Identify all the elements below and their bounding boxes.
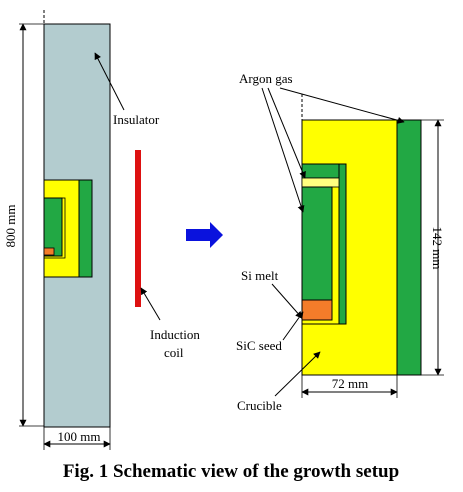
- argon-leader-2: [267, 87, 306, 179]
- insulator-leader: [94, 52, 125, 111]
- small-inner-rim: [43, 197, 66, 259]
- inner-shell-side: [338, 163, 347, 325]
- crucible-label: Crucible: [237, 398, 282, 413]
- small-seed: [43, 247, 55, 256]
- argon-leader-1: [279, 87, 405, 124]
- sic-seed-label: SiC seed: [236, 338, 282, 353]
- induction-coil: [135, 150, 141, 307]
- insulator-label: Insulator: [113, 112, 160, 127]
- dim-142-label: 142 mm: [430, 227, 445, 270]
- dim-72-label: 72 mm: [332, 376, 368, 391]
- small-graphite-right: [78, 179, 93, 278]
- graphite-side-wall: [396, 119, 422, 376]
- argon-leader-3: [261, 87, 305, 213]
- crucible-leader: [274, 351, 321, 397]
- argon-gas-label: Argon gas: [239, 71, 293, 86]
- coil-leader: [140, 287, 161, 321]
- si-melt-label: Si melt: [241, 268, 279, 283]
- sic-seed-crystal: [301, 299, 333, 321]
- gas-gap: [301, 177, 340, 188]
- si-melt-leader: [271, 283, 303, 319]
- small-crucible-assembly: [43, 179, 93, 278]
- dim-800-label: 800 mm: [3, 205, 18, 248]
- coil-label-line1: Induction: [150, 327, 200, 342]
- graphite-core: [301, 186, 333, 301]
- small-graphite-inner: [43, 197, 63, 257]
- dim-100-label: 100 mm: [58, 429, 101, 444]
- zoom-arrow: [186, 222, 223, 248]
- sic-seed-leader: [282, 311, 304, 341]
- coil-label-line2: coil: [164, 345, 184, 360]
- figure-caption: Fig. 1 Schematic view of the growth setu…: [63, 461, 399, 482]
